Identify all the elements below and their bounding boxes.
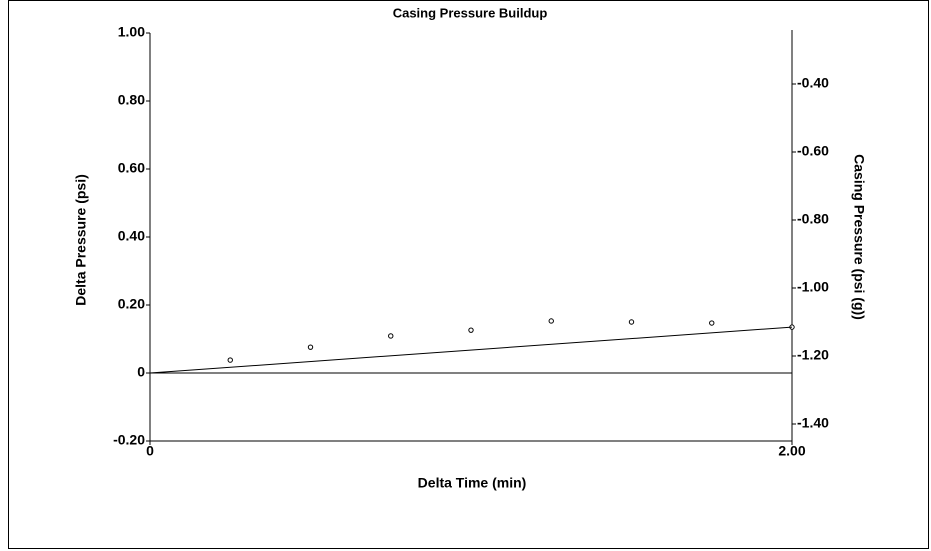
y-axis-label: Delta Pressure (psi) [73, 174, 89, 306]
data-point [709, 320, 715, 326]
y2-axis-label: Casing Pressure (psi (g)) [851, 154, 867, 320]
chart-title: Casing Pressure Buildup [393, 5, 548, 20]
y-tick-label: 0.60 [118, 160, 145, 176]
y-tick-label: 1.00 [118, 24, 145, 40]
data-point [307, 344, 314, 350]
y2-tick-label: -1.40 [797, 415, 829, 431]
data-point [548, 318, 554, 324]
y2-tick-label: -1.00 [797, 279, 829, 295]
y-tick-label: 0.40 [118, 228, 145, 244]
x-tick-label: 0 [146, 443, 154, 459]
y2-tick-label: -0.40 [797, 75, 829, 91]
data-point [388, 333, 394, 339]
frame [8, 0, 929, 549]
data-point [628, 319, 635, 325]
y-tick-label: 0.80 [118, 92, 145, 108]
trend-line [149, 326, 793, 374]
data-point [468, 327, 474, 333]
y-tick-label: 0 [137, 364, 145, 380]
y2-tick-label: -0.80 [797, 211, 829, 227]
x-axis-label: Delta Time (min) [418, 475, 527, 491]
y2-tick-label: -1.20 [797, 347, 829, 363]
y2-tick-label: -0.60 [797, 143, 829, 159]
y-tick-label: -0.20 [113, 432, 145, 448]
data-point [227, 357, 233, 363]
x-tick-label: 2.00 [778, 443, 805, 459]
y-tick-label: 0.20 [118, 296, 145, 312]
